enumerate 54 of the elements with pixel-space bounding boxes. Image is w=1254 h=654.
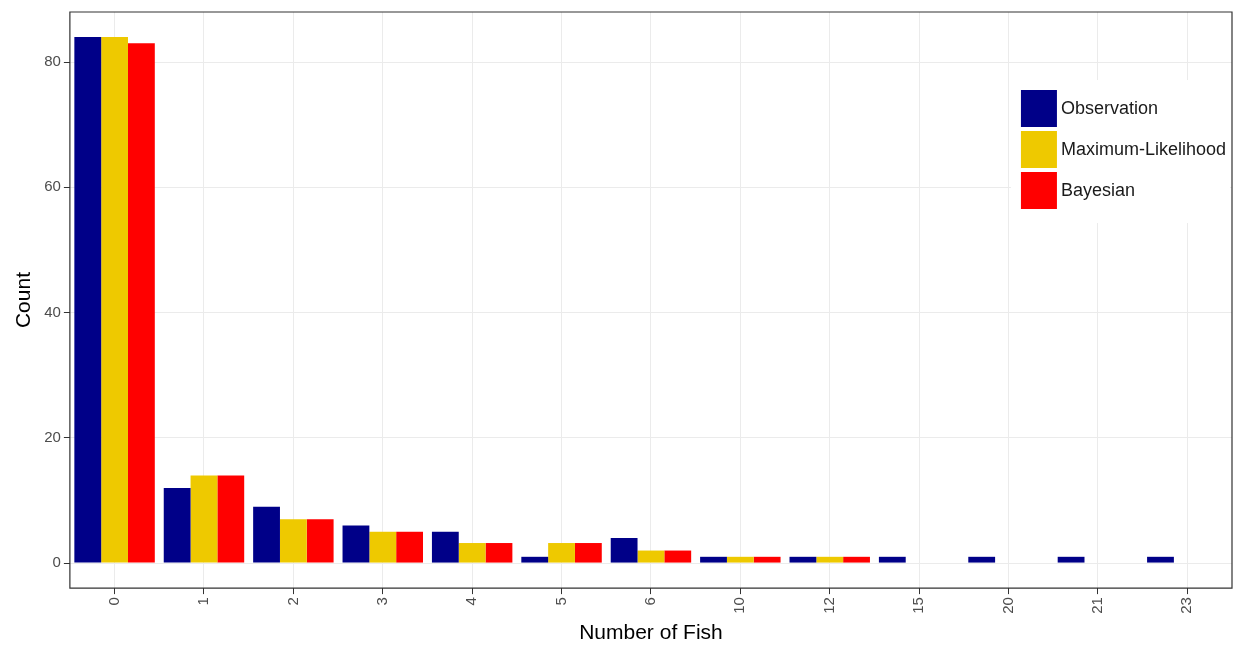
x-tick-label: 4 [462,597,480,606]
legend-label: Observation [1060,98,1158,119]
bar [664,550,692,563]
y-tick-label: 20 [44,427,61,445]
bar [127,43,155,563]
x-tick-label: 12 [819,597,837,614]
bar [968,556,996,563]
y-tick-label: 60 [44,177,61,195]
bar [521,556,549,563]
bar [726,556,754,563]
bar [637,550,665,563]
bar [163,487,191,563]
x-tick-label: 15 [909,597,927,614]
legend-label: Maximum-Likelihood [1060,139,1226,160]
x-tick-label: 5 [551,597,569,606]
bar [485,543,513,563]
bar [878,556,906,563]
bar [190,475,218,563]
x-tick-label: 21 [1088,597,1106,614]
bar [396,531,423,563]
bar [610,538,638,563]
x-tick-label: 23 [1177,597,1195,614]
y-tick-label: 80 [44,52,61,70]
x-tick-label: 20 [998,597,1016,614]
bar [306,519,334,563]
x-tick-label: 1 [194,597,212,606]
legend-label: Bayesian [1060,180,1135,201]
bar [101,37,128,563]
bar [279,519,307,563]
x-tick-label: 10 [730,597,748,614]
bar [253,506,280,563]
bar [843,556,870,563]
bar [574,543,602,563]
bar [789,556,817,563]
x-tick-label: 0 [104,597,122,606]
bar [548,543,575,563]
x-tick-label: 3 [372,597,390,606]
bar [816,556,844,563]
bar [369,531,397,563]
bar [1057,556,1085,563]
bar [700,556,727,563]
bar [753,556,781,563]
x-axis-title: Number of Fish [579,620,723,644]
bar [431,531,459,563]
x-tick-label: 6 [641,597,659,606]
y-tick-label: 0 [52,553,61,571]
bar [342,525,370,563]
x-tick-label: 2 [283,597,301,606]
bar [74,37,102,563]
y-tick-label: 40 [44,302,61,320]
bar [217,475,245,563]
bar [1147,556,1174,563]
y-axis-title: Count [11,271,35,329]
bar [458,543,486,563]
